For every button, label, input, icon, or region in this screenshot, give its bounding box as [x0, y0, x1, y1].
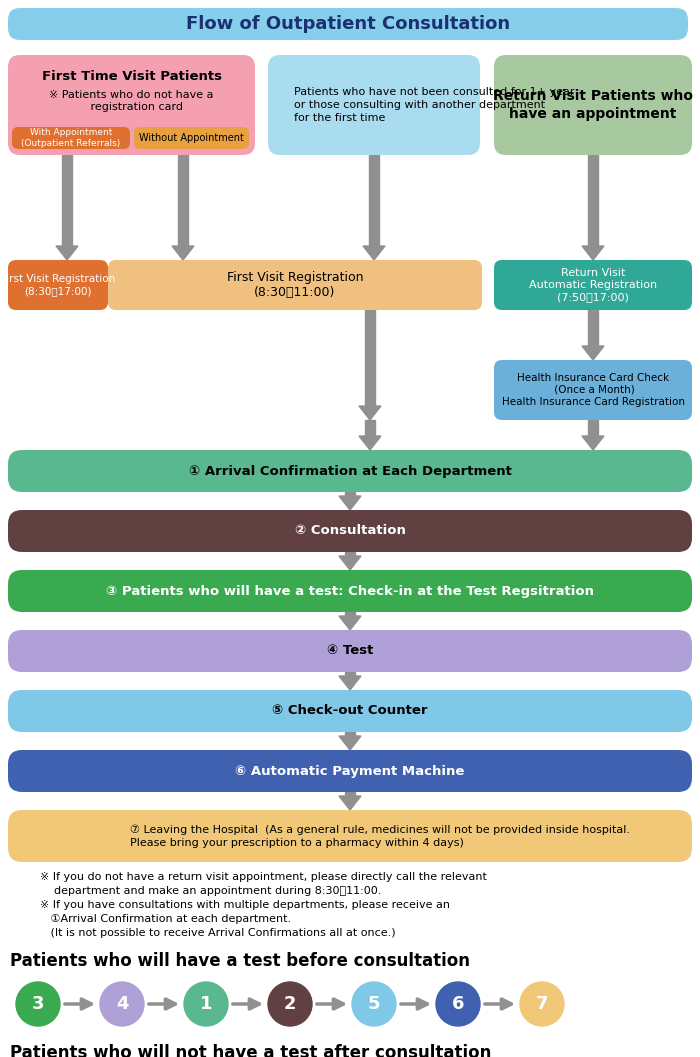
Text: With Appointment
(Outpatient Referrals): With Appointment (Outpatient Referrals) [22, 128, 120, 148]
Text: First Visit Registration
(8:30～17:00): First Visit Registration (8:30～17:00) [1, 274, 115, 296]
FancyBboxPatch shape [8, 810, 692, 863]
Polygon shape [345, 492, 355, 496]
Polygon shape [345, 552, 355, 556]
Polygon shape [345, 672, 355, 676]
Text: ④ Test: ④ Test [327, 645, 373, 657]
Text: First Visit Registration
(8:30～11:00): First Visit Registration (8:30～11:00) [227, 271, 363, 299]
Circle shape [184, 982, 228, 1026]
Text: ⑥ Automatic Payment Machine: ⑥ Automatic Payment Machine [235, 764, 465, 778]
Text: Flow of Outpatient Consultation: Flow of Outpatient Consultation [186, 15, 510, 33]
Polygon shape [339, 736, 361, 750]
Polygon shape [588, 310, 598, 346]
Polygon shape [345, 612, 355, 616]
FancyBboxPatch shape [8, 570, 692, 612]
Polygon shape [363, 246, 385, 260]
Polygon shape [588, 155, 598, 246]
Text: 6: 6 [452, 995, 464, 1013]
Text: 4: 4 [116, 995, 128, 1013]
Text: Health Insurance Card Check
 (Once a Month)
Health Insurance Card Registration: Health Insurance Card Check (Once a Mont… [501, 373, 685, 407]
Circle shape [16, 982, 60, 1026]
FancyBboxPatch shape [494, 55, 692, 155]
FancyBboxPatch shape [8, 260, 108, 310]
FancyBboxPatch shape [8, 690, 692, 733]
Circle shape [436, 982, 480, 1026]
Polygon shape [172, 246, 194, 260]
Polygon shape [339, 616, 361, 630]
Text: Without Appointment: Without Appointment [139, 133, 244, 143]
Polygon shape [369, 155, 379, 246]
FancyBboxPatch shape [8, 750, 692, 792]
FancyBboxPatch shape [8, 630, 692, 672]
Polygon shape [339, 556, 361, 570]
Text: ③ Patients who will have a test: Check-in at the Test Regsitration: ③ Patients who will have a test: Check-i… [106, 585, 594, 597]
Polygon shape [339, 496, 361, 509]
FancyBboxPatch shape [8, 8, 688, 40]
FancyBboxPatch shape [268, 55, 480, 155]
Polygon shape [339, 676, 361, 690]
Circle shape [520, 982, 564, 1026]
Text: Return Visit Patients who
have an appointment: Return Visit Patients who have an appoin… [493, 90, 693, 120]
Text: Return Visit
Automatic Registration
(7:50～17:00): Return Visit Automatic Registration (7:5… [529, 267, 657, 302]
Text: ※ Patients who do not have a
   registration card: ※ Patients who do not have a registratio… [49, 90, 214, 112]
Text: 3: 3 [32, 995, 44, 1013]
Polygon shape [588, 420, 598, 435]
Text: 1: 1 [199, 995, 212, 1013]
Text: Patients who will not have a test after consultation: Patients who will not have a test after … [10, 1044, 491, 1057]
FancyBboxPatch shape [108, 260, 482, 310]
Polygon shape [56, 246, 78, 260]
Text: Patients who have not been consulted for 1+ year
or those consulting with anothe: Patients who have not been consulted for… [294, 87, 575, 124]
Circle shape [100, 982, 144, 1026]
Polygon shape [178, 155, 188, 246]
FancyBboxPatch shape [12, 127, 130, 149]
Polygon shape [359, 406, 381, 420]
FancyBboxPatch shape [8, 55, 255, 155]
FancyBboxPatch shape [494, 360, 692, 420]
FancyBboxPatch shape [8, 509, 692, 552]
Circle shape [268, 982, 312, 1026]
Text: First Time Visit Patients: First Time Visit Patients [41, 71, 221, 84]
Text: ⑤ Check-out Counter: ⑤ Check-out Counter [272, 705, 428, 718]
Text: ⑦ Leaving the Hospital  (As a general rule, medicines will not be provided insid: ⑦ Leaving the Hospital (As a general rul… [130, 824, 630, 848]
Polygon shape [582, 246, 604, 260]
Polygon shape [359, 435, 381, 450]
Polygon shape [365, 420, 375, 435]
FancyBboxPatch shape [134, 127, 249, 149]
Polygon shape [582, 346, 604, 360]
FancyBboxPatch shape [494, 260, 692, 310]
Text: 5: 5 [368, 995, 380, 1013]
FancyBboxPatch shape [8, 450, 692, 492]
Text: 2: 2 [284, 995, 296, 1013]
Text: 7: 7 [536, 995, 548, 1013]
Circle shape [352, 982, 396, 1026]
Polygon shape [339, 796, 361, 810]
Text: ※ If you do not have a return visit appointment, please directly call the releva: ※ If you do not have a return visit appo… [40, 872, 487, 938]
Text: ② Consultation: ② Consultation [295, 524, 405, 538]
Text: Patients who will have a test before consultation: Patients who will have a test before con… [10, 952, 470, 970]
Polygon shape [365, 310, 375, 406]
Polygon shape [345, 733, 355, 736]
Polygon shape [345, 792, 355, 796]
Text: ① Arrival Confirmation at Each Department: ① Arrival Confirmation at Each Departmen… [188, 464, 512, 478]
Polygon shape [62, 155, 72, 246]
Polygon shape [582, 435, 604, 450]
